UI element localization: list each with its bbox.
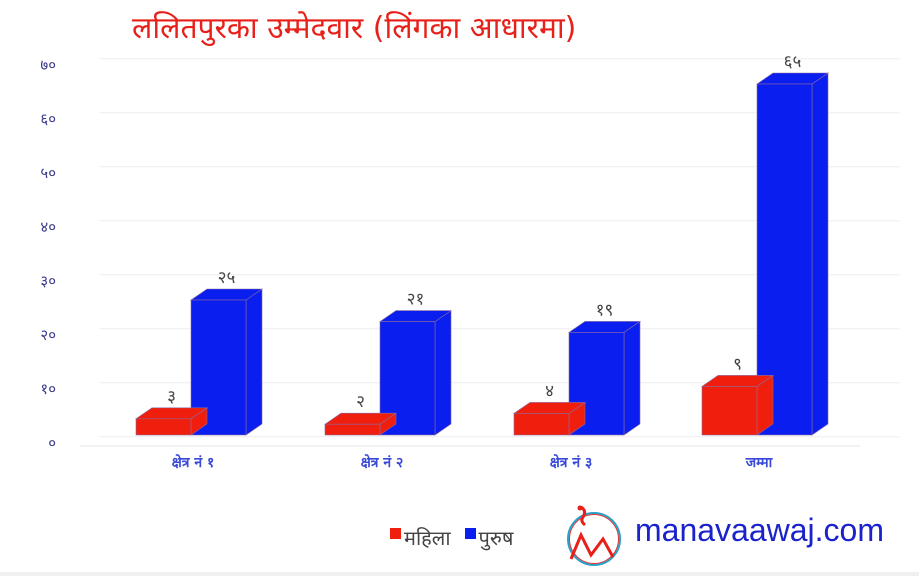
female-bar-front	[135, 418, 192, 436]
legend-male-label: पुरुष	[478, 526, 514, 550]
y-tick-label: ५०	[40, 164, 56, 182]
y-tick-label: २०	[40, 326, 56, 344]
x-category-label: क्षेत्र नं ३	[550, 454, 593, 471]
male-bar-value-label: ६५	[784, 52, 802, 72]
x-category-label: क्षेत्र नं २	[361, 454, 404, 471]
mountain-circle-logo-icon	[567, 505, 621, 566]
y-tick-label: १०	[40, 380, 56, 398]
y-tick-label: ०	[48, 434, 56, 452]
male-bar-side	[623, 320, 641, 436]
male-bar-value-label: २१	[407, 290, 425, 310]
y-tick-label: ३०	[40, 272, 56, 290]
x-category-label: जम्मा	[745, 455, 774, 471]
male-bar-side	[811, 72, 829, 436]
chart-title: ललितपुरका उम्मेदवार (लिंगका आधारमा)	[132, 11, 577, 46]
female-bar-front	[513, 413, 570, 436]
male-bar-value-label: १९	[596, 300, 614, 320]
legend-item-female: महिला	[390, 524, 451, 551]
legend-female-label: महिला	[404, 526, 451, 550]
female-bar-front	[701, 386, 758, 436]
legend-item-male: पुरुष	[464, 524, 514, 551]
y-tick-label: ४०	[40, 218, 56, 236]
y-tick-label: ६०	[40, 110, 56, 128]
male-bar-side	[245, 288, 263, 436]
female-bar-value-label: ३	[167, 387, 176, 407]
female-bar-front	[324, 423, 381, 436]
male-bar-value-label: २५	[218, 268, 236, 288]
y-tick-label: ७०	[40, 56, 56, 74]
female-swatch	[390, 528, 401, 539]
female-bar-value-label: ४	[545, 381, 554, 401]
footer-divider	[0, 572, 919, 576]
female-bar-value-label: २	[356, 392, 365, 412]
x-category-label: क्षेत्र नं १	[172, 454, 215, 471]
male-swatch	[464, 528, 476, 539]
legend: महिला पुरुष	[390, 524, 527, 551]
male-bar-side	[434, 310, 452, 436]
female-bar-value-label: ९	[733, 354, 742, 374]
site-watermark: manavaawaj.com	[635, 512, 884, 548]
